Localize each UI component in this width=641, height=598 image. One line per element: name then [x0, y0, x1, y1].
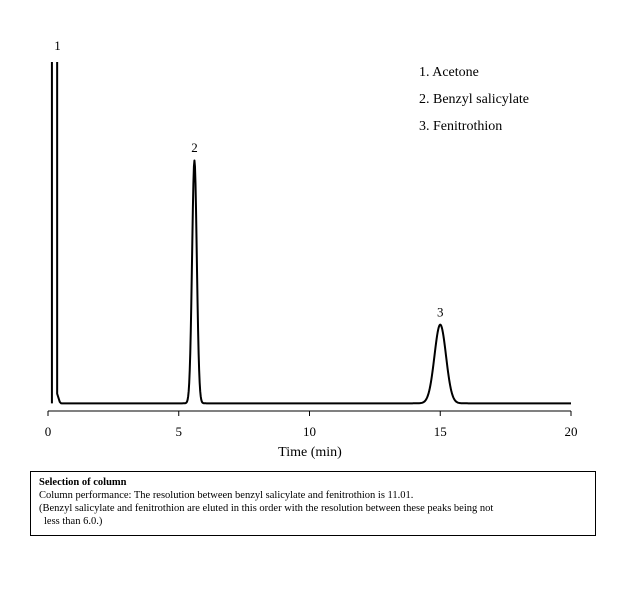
note-title: Selection of column: [39, 477, 127, 488]
x-tick-label-10: 10: [303, 424, 316, 439]
x-axis-tick-labels: 0 5 10 15 20: [45, 424, 578, 439]
x-tick-label-0: 0: [45, 424, 52, 439]
x-axis-ticks: [47, 411, 572, 416]
note-line-1: Column performance: The resolution betwe…: [39, 490, 414, 501]
chromatogram-trace: [50, 62, 572, 405]
legend-entry-2: 2. Benzyl salicylate: [419, 92, 529, 107]
peak-label-3: 3: [437, 304, 444, 319]
x-axis-label: Time (min): [278, 445, 342, 460]
legend-entry-1: 1. Acetone: [419, 65, 479, 80]
column-selection-note: Selection of column Column performance: …: [30, 471, 596, 536]
peak-labels: 1 2 3: [54, 38, 443, 319]
note-line-2: (Benzyl salicylate and fenitrothion are …: [39, 503, 494, 514]
x-tick-label-20: 20: [565, 424, 578, 439]
legend-entry-3: 3. Fenitrothion: [419, 119, 502, 134]
x-tick-label-15: 15: [434, 424, 447, 439]
legend: 1. Acetone 2. Benzyl salicylate 3. Fenitro…: [419, 65, 529, 134]
peak-label-2: 2: [191, 140, 198, 155]
x-tick-label-5: 5: [176, 424, 183, 439]
note-line-3: less than 6.0.): [44, 516, 103, 527]
chromatogram-chart: 0 5 10 15 20 Time (min) 1 2 3 1. Acetone 2. Ben…: [45, 38, 578, 460]
peak-label-1: 1: [54, 38, 61, 53]
